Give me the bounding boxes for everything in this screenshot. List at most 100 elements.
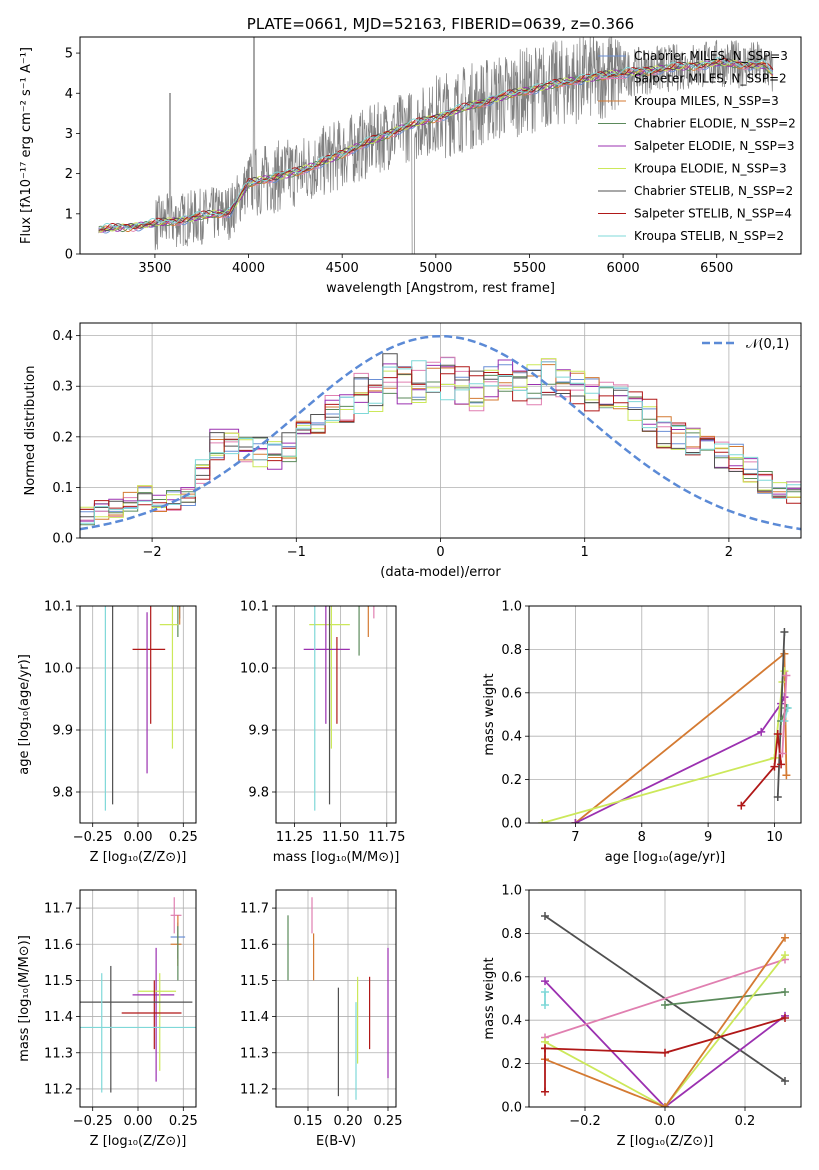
x-tick-label: 0.00: [124, 830, 153, 845]
series-marker: [541, 977, 549, 986]
series-marker: [781, 1076, 789, 1085]
y-axis-label: mass weight: [482, 673, 497, 755]
x-tick-label: 6000: [607, 261, 640, 276]
axes-frame: [275, 889, 397, 1108]
series-marker: [571, 819, 580, 823]
series-marker: [773, 792, 782, 801]
histogram-8: [80, 360, 801, 524]
x-tick-label: 0.25: [169, 1114, 198, 1129]
y-tick-label: 0.0: [501, 817, 522, 832]
plot-area: [276, 890, 396, 1107]
y-axis-label: Flux [fλ10⁻¹⁷ erg cm⁻² s⁻¹ A⁻¹]: [19, 47, 34, 244]
y-tick-label: 10.0: [44, 662, 73, 677]
series-marker: [661, 1048, 669, 1057]
series-line-2: [544, 958, 786, 1039]
y-tick-label: 0.0: [501, 1101, 522, 1116]
y-tick-label: 0.4: [52, 329, 73, 344]
x-tick-label: 11.25: [276, 830, 313, 845]
axes-frame: [79, 36, 802, 255]
y-tick-label: 0: [65, 248, 73, 263]
y-tick-label: 9.9: [52, 724, 73, 739]
series-marker: [770, 762, 779, 771]
y-tick-label: 11.5: [44, 974, 73, 989]
y-tick-label: 11.4: [44, 1010, 73, 1025]
y-tick-label: 3: [65, 127, 73, 142]
x-tick-label: 0.25: [169, 830, 198, 845]
y-tick-label: 0.2: [52, 430, 73, 445]
x-axis-label: mass [log₁₀(M/M⊙)]: [273, 850, 400, 865]
y-axis-label: mass weight: [482, 957, 497, 1039]
x-tick-label: 0.15: [294, 1114, 323, 1129]
y-tick-label: 5: [65, 47, 73, 62]
series-marker: [541, 1087, 549, 1096]
panel-spectrum: 3500 4000 4500 5000 5500 6000 6500 0 1 2 3 4 5 wavele…: [19, 15, 802, 296]
data-point: [138, 973, 177, 1071]
y-tick-label: 1.0: [501, 600, 522, 615]
series-marker: [778, 749, 787, 758]
legend-entry: Salpeter STELIB, N_SSP=4: [634, 207, 792, 221]
x-tick-label: 0: [436, 545, 444, 560]
axes-frame: [275, 605, 397, 824]
legend-entry: Salpeter MILES, N_SSP=2: [634, 72, 787, 86]
x-tick-label: 1: [581, 545, 589, 560]
x-tick-label: 5000: [419, 261, 452, 276]
y-tick-label: 1.0: [501, 884, 522, 899]
legend-entry: 𝒩(0,1): [746, 337, 789, 352]
gaussian-curve: [80, 334, 801, 531]
x-tick-label: −0.25: [73, 1114, 113, 1129]
x-tick-label: −0.25: [73, 830, 113, 845]
x-tick-label: 9: [704, 830, 712, 845]
x-tick-label: 7: [571, 830, 579, 845]
x-tick-label: 10: [766, 830, 783, 845]
data-point: [170, 915, 182, 966]
histogram-1: [80, 356, 801, 521]
y-tick-label: 11.6: [240, 938, 269, 953]
y-tick-label: 0.8: [501, 927, 522, 942]
series-marker: [777, 760, 786, 769]
y-tick-label: 4: [65, 87, 73, 102]
y-tick-label: 10.1: [44, 600, 73, 615]
panel-age-vs-Z: −0.25 0.00 0.25 9.8 9.9 10.0 10.1 Z [log₁₀(Z/Z⊙…: [17, 600, 198, 866]
y-tick-label: 11.3: [44, 1046, 73, 1061]
x-tick-label: 8: [638, 830, 646, 845]
y-axis-label: age [log₁₀(age/yr)]: [17, 654, 32, 775]
y-tick-label: 11.4: [240, 1010, 269, 1025]
data-point: [303, 606, 350, 724]
y-tick-label: 10.0: [240, 662, 269, 677]
x-tick-label: −1: [287, 545, 306, 560]
series-marker: [782, 771, 791, 780]
data-point: [358, 606, 360, 656]
series-marker: [781, 951, 789, 960]
series-line-0: [574, 651, 788, 823]
series-marker: [541, 1001, 549, 1010]
series-marker: [780, 667, 789, 676]
y-tick-label: 0.6: [501, 686, 522, 701]
data-point: [132, 947, 175, 1082]
y-tick-label: 0.1: [52, 481, 73, 496]
series-line-2: [542, 670, 786, 823]
x-axis-label: Z [log₁₀(Z/Z⊙)]: [90, 850, 187, 865]
y-tick-label: 11.6: [44, 938, 73, 953]
series-marker: [541, 912, 549, 921]
plot-area: [529, 890, 801, 1107]
x-tick-label: 0.2: [735, 1114, 756, 1129]
model-spectrum-8: [98, 57, 774, 230]
series-marker: [661, 1103, 669, 1107]
y-tick-label: 0.2: [501, 773, 522, 788]
y-tick-label: 0.8: [501, 643, 522, 658]
legend-entry: Salpeter ELODIE, N_SSP=3: [634, 139, 795, 153]
panel-age-vs-mass: 11.25 11.50 11.75 9.8 9.9 10.0 10.1 mass [log₁₀…: [240, 600, 405, 866]
x-tick-label: 0.0: [655, 1114, 676, 1129]
x-axis-label: E(B-V): [316, 1134, 356, 1149]
legend-entry: Chabrier MILES, N_SSP=3: [634, 49, 788, 63]
legend-entry: Kroupa MILES, N_SSP=3: [634, 94, 779, 108]
series-marker: [780, 628, 789, 637]
data-point: [121, 980, 182, 1050]
x-tick-label: 0.20: [334, 1114, 363, 1129]
y-tick-label: 0.6: [501, 970, 522, 985]
x-tick-label: −2: [143, 545, 162, 560]
plot-area: [80, 606, 196, 823]
y-tick-label: 11.2: [240, 1082, 269, 1097]
x-tick-label: 4000: [232, 261, 265, 276]
data-point: [328, 606, 331, 805]
